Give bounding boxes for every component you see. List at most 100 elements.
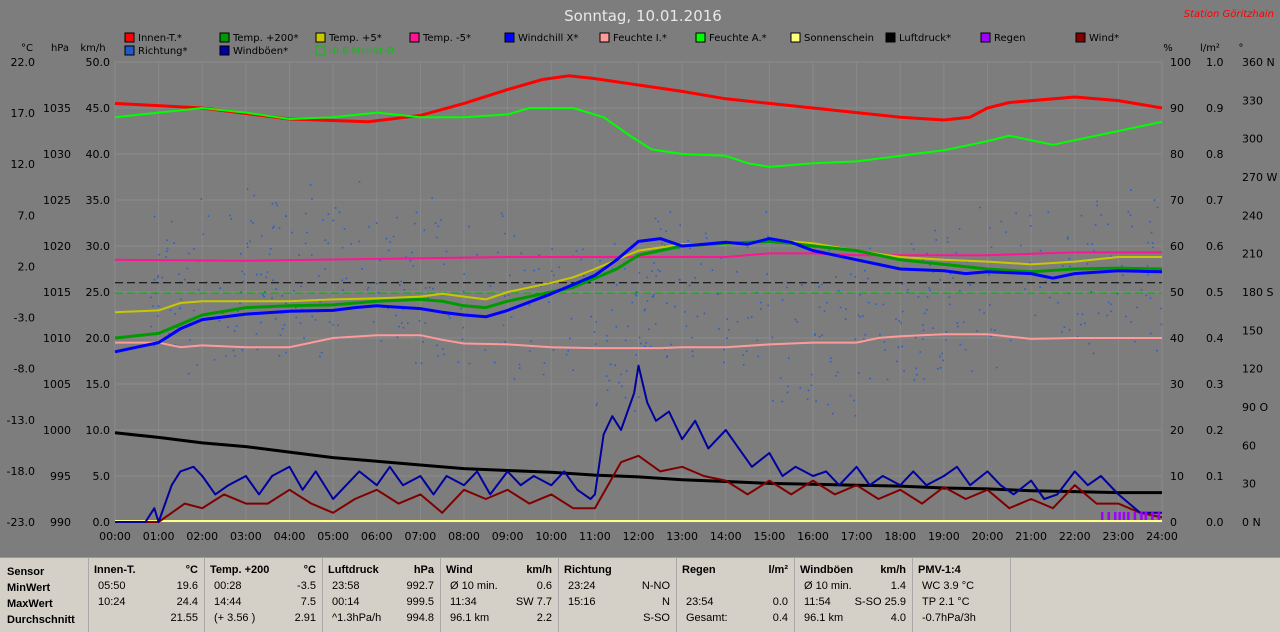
x-tick-label: 24:00 xyxy=(1146,530,1178,543)
richtung-point xyxy=(256,273,258,276)
richtung-point xyxy=(542,373,545,376)
richtung-point xyxy=(319,355,321,358)
richtung-point xyxy=(424,287,427,289)
richtung-point xyxy=(179,307,182,310)
richtung-point xyxy=(858,372,860,374)
richtung-point xyxy=(1092,352,1095,355)
richtung-point xyxy=(897,346,900,349)
richtung-point xyxy=(303,337,305,339)
stats-cell-label: WC 3.9 °C xyxy=(922,580,975,592)
richtung-point xyxy=(345,277,348,280)
richtung-point xyxy=(978,308,981,311)
richtung-point xyxy=(332,219,335,222)
label-max: MaxWert xyxy=(7,598,53,610)
richtung-point xyxy=(757,355,760,358)
richtung-point xyxy=(241,270,244,273)
richtung-point xyxy=(1151,242,1154,244)
richtung-point xyxy=(665,356,668,358)
richtung-point xyxy=(1029,262,1031,264)
richtung-point xyxy=(263,295,265,298)
richtung-point xyxy=(945,331,948,333)
richtung-point xyxy=(647,328,650,331)
richtung-point xyxy=(659,270,661,273)
stats-unit: km/h xyxy=(526,564,552,576)
direction-tick-label: 30 xyxy=(1242,478,1256,491)
richtung-point xyxy=(1069,265,1071,268)
richtung-point xyxy=(742,354,744,356)
richtung-point xyxy=(272,227,274,229)
legend: Innen-T.* Temp. +200* Temp. +5* Temp. -5* Wi… xyxy=(124,32,1119,57)
richtung-point xyxy=(166,239,169,241)
richtung-point xyxy=(895,318,897,321)
richtung-point xyxy=(922,259,925,261)
richtung-point xyxy=(265,276,268,279)
richtung-point xyxy=(608,379,611,382)
richtung-point xyxy=(964,348,967,351)
direction-tick-label: 240 xyxy=(1242,209,1263,222)
richtung-point xyxy=(723,361,725,364)
richtung-point xyxy=(679,278,681,281)
temp-tick-label: -23.0 xyxy=(7,516,35,529)
richtung-point xyxy=(218,319,221,322)
richtung-point xyxy=(1029,225,1032,227)
richtung-point xyxy=(620,373,623,376)
richtung-point xyxy=(659,228,662,231)
richtung-point xyxy=(153,215,156,218)
richtung-point xyxy=(771,336,774,339)
richtung-point xyxy=(569,337,571,340)
x-tick-label: 05:00 xyxy=(317,530,349,543)
richtung-point xyxy=(468,362,471,365)
pressure-tick-label: 1035 xyxy=(43,102,71,115)
richtung-point xyxy=(437,225,440,228)
richtung-point xyxy=(328,321,331,323)
richtung-point xyxy=(854,414,857,417)
richtung-point xyxy=(939,366,942,369)
richtung-point xyxy=(864,269,866,272)
richtung-point xyxy=(403,288,406,291)
richtung-point xyxy=(152,305,154,307)
richtung-point xyxy=(168,333,171,335)
richtung-point xyxy=(504,341,506,343)
stats-cell-value: 2.91 xyxy=(294,612,316,624)
chart-title: Sonntag, 10.01.2016 xyxy=(564,7,722,25)
richtung-point xyxy=(590,315,593,318)
stats-header: Richtung xyxy=(564,564,612,576)
richtung-point xyxy=(484,349,487,351)
richtung-point xyxy=(624,339,627,342)
richtung-point xyxy=(239,302,241,305)
legend-swatch xyxy=(885,32,896,43)
richtung-point xyxy=(508,274,511,277)
richtung-point xyxy=(640,342,642,345)
richtung-point xyxy=(504,295,506,298)
legend-label: Windchill X* xyxy=(518,33,578,44)
richtung-point xyxy=(657,269,659,271)
stats-cell-label: 14:44 xyxy=(214,596,242,608)
rain-unit: l/m² xyxy=(1200,43,1220,54)
richtung-point xyxy=(318,275,320,277)
richtung-point xyxy=(934,229,936,232)
richtung-point xyxy=(781,400,784,403)
stats-cell-label: Ø 10 min. xyxy=(804,580,852,592)
richtung-point xyxy=(200,198,203,200)
richtung-point xyxy=(902,310,904,313)
stats-cell-label: 05:50 xyxy=(98,580,126,592)
richtung-point xyxy=(389,241,392,243)
richtung-point xyxy=(342,289,344,291)
richtung-point xyxy=(232,349,235,352)
x-tick-label: 04:00 xyxy=(274,530,306,543)
richtung-point xyxy=(322,219,324,222)
stats-cell-value: N-NO xyxy=(641,580,670,592)
richtung-point xyxy=(926,296,929,298)
richtung-point xyxy=(1150,332,1152,335)
richtung-point xyxy=(207,215,210,217)
richtung-point xyxy=(1094,224,1097,226)
richtung-point xyxy=(810,384,813,387)
richtung-point xyxy=(959,290,961,292)
richtung-point xyxy=(565,353,568,356)
stats-unit: °C xyxy=(303,564,316,576)
richtung-point xyxy=(256,348,259,351)
richtung-point xyxy=(281,328,284,330)
richtung-point xyxy=(420,362,423,365)
richtung-point xyxy=(1020,244,1022,247)
rain-tick-label: 0.5 xyxy=(1206,286,1224,299)
